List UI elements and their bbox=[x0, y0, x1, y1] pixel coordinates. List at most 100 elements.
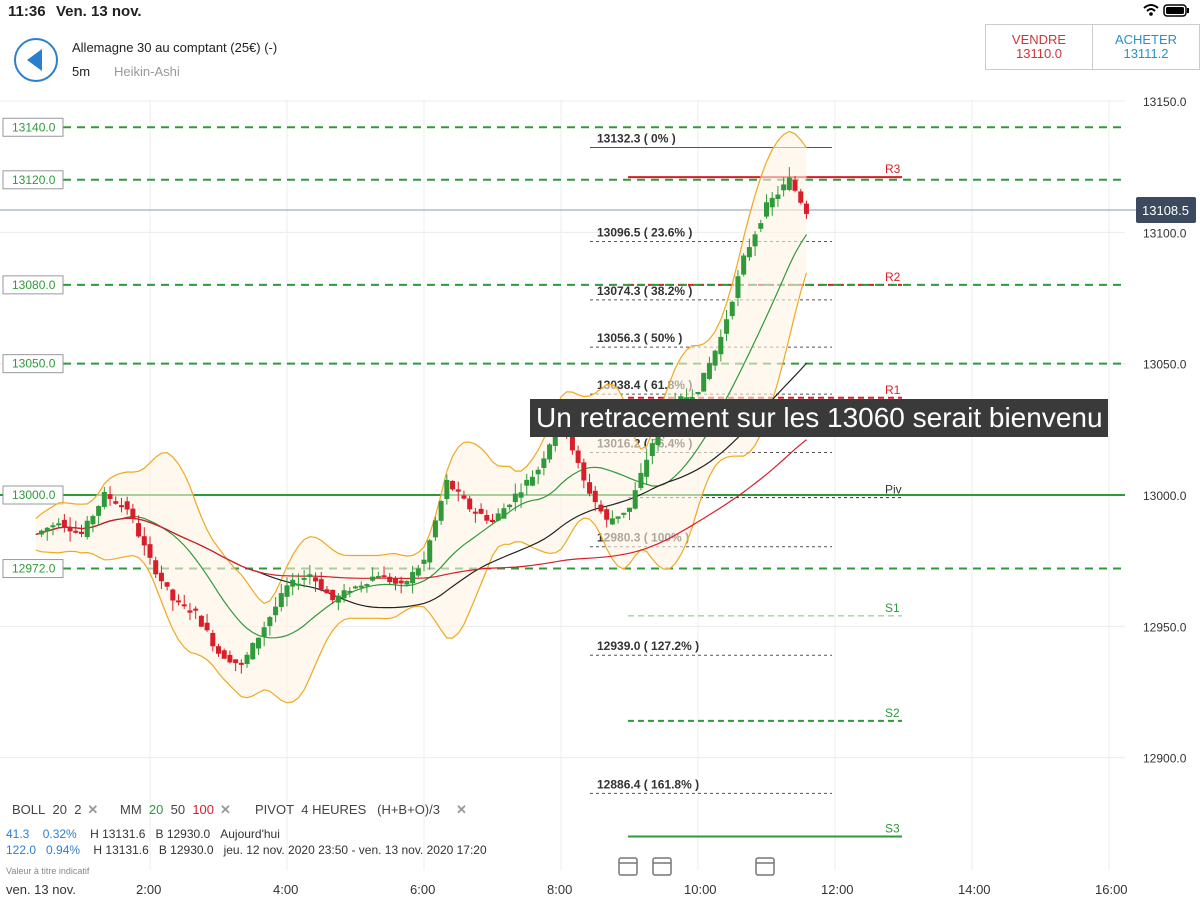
candle-body bbox=[358, 585, 364, 588]
candle-body bbox=[353, 586, 358, 589]
candle-body bbox=[107, 494, 113, 500]
candle-body bbox=[335, 595, 341, 603]
candle-body bbox=[529, 476, 535, 486]
candle-body bbox=[455, 489, 461, 492]
candle-body bbox=[758, 223, 764, 229]
candle-body bbox=[364, 584, 370, 587]
back-arrow-icon bbox=[27, 49, 42, 71]
candle-body bbox=[552, 431, 558, 446]
buy-button[interactable]: ACHETER 13111.2 bbox=[1092, 25, 1199, 69]
candle-body bbox=[221, 650, 227, 659]
candle-body bbox=[244, 654, 250, 665]
calendar-icon bbox=[652, 857, 672, 876]
candle-body bbox=[176, 600, 182, 603]
candle-body bbox=[786, 177, 792, 190]
buy-price: 13111.2 bbox=[1123, 46, 1169, 61]
candle-body bbox=[90, 516, 96, 525]
fibonacci-label: 12939.0 ( 127.2% ) bbox=[597, 639, 699, 653]
remove-mm-button[interactable]: ✕ bbox=[220, 802, 231, 817]
candle-body bbox=[792, 180, 798, 191]
instrument-name: Allemagne 30 au comptant (25€) (-) bbox=[72, 40, 278, 55]
y-axis-tick: 13050.0 bbox=[1143, 358, 1187, 372]
y-axis-tick: 13000.0 bbox=[1143, 489, 1187, 503]
candle-body bbox=[318, 579, 324, 590]
candle-body bbox=[267, 617, 273, 627]
candle-body bbox=[324, 589, 330, 594]
x-axis-tick: 6:00 bbox=[410, 882, 435, 897]
candle-body bbox=[170, 589, 176, 601]
bollinger-lower bbox=[35, 272, 808, 704]
level-label: 13050.0 bbox=[12, 357, 56, 371]
remove-pivot-button[interactable]: ✕ bbox=[455, 802, 467, 817]
candle-body bbox=[689, 397, 695, 400]
sell-button[interactable]: VENDRE 13110.0 bbox=[986, 25, 1092, 69]
candle-body bbox=[387, 576, 393, 583]
candle-body bbox=[569, 435, 575, 451]
pivot-label: S2 bbox=[885, 706, 900, 720]
timeframe-selector[interactable]: 5m bbox=[72, 64, 91, 79]
remove-boll-button[interactable]: ✕ bbox=[87, 802, 99, 817]
candle-body bbox=[124, 501, 130, 510]
candle-body bbox=[432, 520, 438, 538]
level-label: 13000.0 bbox=[12, 488, 56, 502]
y-axis-tick: 13100.0 bbox=[1143, 226, 1187, 240]
pivot-label: S3 bbox=[885, 821, 900, 835]
candle-body bbox=[803, 203, 809, 214]
level-label: 12972.0 bbox=[12, 562, 56, 576]
candle-body bbox=[752, 234, 758, 247]
candle-body bbox=[158, 572, 164, 582]
candle-body bbox=[706, 363, 712, 379]
candle-body bbox=[404, 581, 410, 585]
candle-body bbox=[164, 582, 170, 587]
candle-body bbox=[581, 462, 587, 481]
pivot-label: R2 bbox=[885, 270, 901, 284]
candle-body bbox=[44, 527, 50, 532]
candle-body bbox=[775, 194, 781, 200]
candle-body bbox=[524, 479, 530, 486]
current-price-tag bbox=[1136, 197, 1196, 224]
candle-body bbox=[198, 615, 204, 627]
candle-body bbox=[421, 559, 427, 564]
y-axis-tick: 13150.0 bbox=[1143, 95, 1187, 109]
candle-body bbox=[147, 544, 153, 558]
candle-body bbox=[233, 659, 239, 664]
fibonacci-label: 12886.4 ( 161.8% ) bbox=[597, 777, 699, 791]
candle-body bbox=[450, 480, 456, 490]
candle-body bbox=[712, 350, 718, 366]
x-axis-tick: 8:00 bbox=[547, 882, 572, 897]
candle-body bbox=[398, 580, 404, 584]
candle-body bbox=[216, 646, 221, 654]
level-label-box bbox=[2, 170, 64, 190]
candle-body bbox=[181, 604, 187, 607]
candle-body bbox=[153, 560, 159, 575]
pivot-label: R1 bbox=[885, 383, 901, 397]
back-button[interactable] bbox=[14, 38, 58, 82]
mm-indicator: MM 20 50 100 ✕ bbox=[120, 802, 231, 817]
status-bar: 11:36 Ven. 13 nov. bbox=[0, 0, 1200, 24]
x-axis-tick: 2:00 bbox=[136, 882, 161, 897]
y-axis-tick: 12950.0 bbox=[1143, 620, 1187, 634]
candle-body bbox=[535, 469, 541, 475]
candle-body bbox=[501, 508, 507, 519]
x-axis-tick: 14:00 bbox=[958, 882, 991, 897]
candle-body bbox=[295, 583, 301, 586]
level-label: 13080.0 bbox=[12, 278, 56, 292]
candle-body bbox=[392, 578, 398, 584]
candle-body bbox=[644, 459, 650, 477]
calendar-icon bbox=[618, 857, 638, 876]
candle-body bbox=[141, 536, 147, 546]
candle-body bbox=[250, 643, 256, 660]
level-label-box bbox=[2, 354, 64, 374]
candle-body bbox=[609, 518, 615, 525]
bollinger-upper bbox=[35, 130, 807, 605]
candle-body bbox=[273, 606, 279, 616]
candle-body bbox=[330, 589, 336, 600]
candle-body bbox=[729, 301, 735, 317]
level-label-box bbox=[2, 117, 64, 137]
chart-type-selector[interactable]: Heikin-Ashi bbox=[114, 64, 180, 79]
candle-body bbox=[587, 482, 593, 494]
candle-body bbox=[84, 520, 90, 537]
candle-body bbox=[741, 255, 747, 275]
candle-body bbox=[575, 450, 581, 463]
